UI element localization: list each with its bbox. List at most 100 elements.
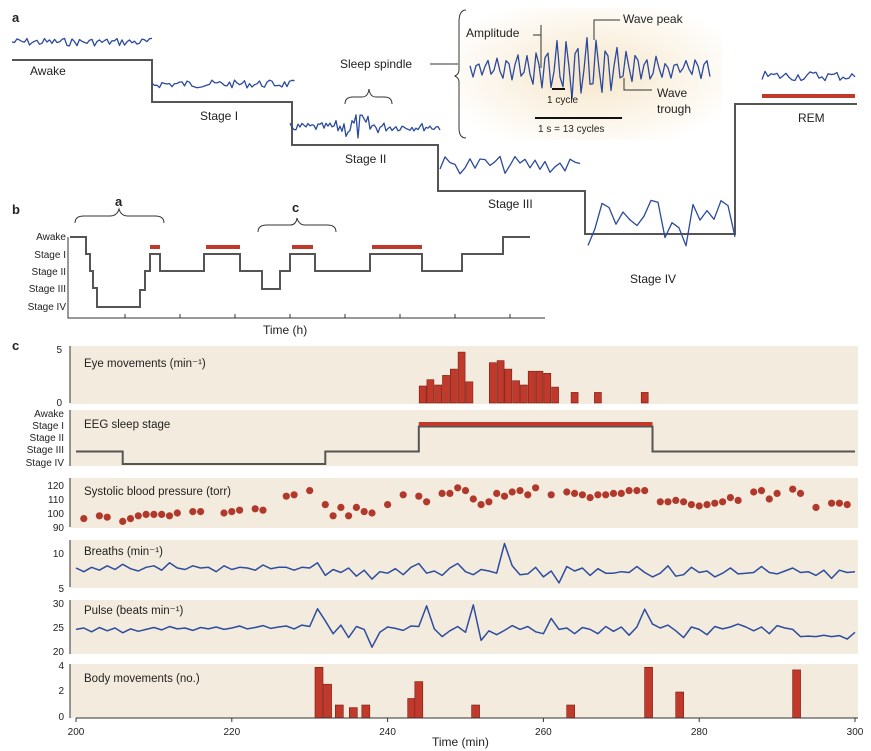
panel-label-c: c [12, 338, 19, 353]
pulse-ytick-30: 30 [53, 599, 65, 610]
panel-c-bg-pulse [70, 600, 858, 654]
body-movement-bar [361, 704, 371, 719]
eeg-trace-stage-1 [151, 79, 295, 89]
inset-amplitude-label: Amplitude [466, 26, 520, 40]
inset-scale-label: 1 s = 13 cycles [538, 124, 604, 135]
inset-one-cycle-label: 1 cycle [547, 95, 579, 106]
blood-pressure-point [368, 509, 376, 517]
stage-label-stage-1: Stage I [200, 109, 238, 123]
blood-pressure-point [617, 489, 625, 497]
eye-movement-bar [640, 392, 649, 404]
panel-b-brace-c-label: c [292, 200, 299, 215]
eye-movement-bar [594, 392, 602, 404]
blood-pressure-point [532, 484, 540, 492]
blood-pressure-point [423, 498, 431, 506]
panel-b-hypnogram [70, 236, 530, 308]
inset-wave-trough-label-2: trough [657, 102, 691, 116]
inset-bracket [453, 9, 467, 139]
eye-movement-bar [527, 370, 536, 404]
blood-pressure-point [119, 517, 127, 526]
blood-pressure-point [415, 492, 423, 500]
bp-ytick-120: 120 [47, 481, 64, 492]
breaths-ytick-5: 5 [58, 584, 64, 595]
body-ytick-4: 4 [58, 661, 64, 672]
xtick-label: 200 [68, 727, 85, 738]
eye-movement-bar [449, 368, 458, 404]
pulse-plot [75, 604, 856, 648]
body-movement-bar [566, 704, 576, 719]
blood-pressure-point [461, 487, 470, 495]
blood-pressure-point [656, 498, 664, 506]
blood-pressure-point [360, 508, 368, 516]
eye-ytick-0: 0 [56, 398, 62, 409]
pulse-ytick-25: 25 [53, 623, 65, 634]
blood-pressure-point [516, 487, 524, 495]
blood-pressure-point [571, 489, 579, 497]
blood-pressure-point [719, 498, 727, 506]
blood-pressure-point [485, 498, 493, 506]
blood-pressure-point [306, 487, 314, 495]
blood-pressure-point [142, 510, 150, 518]
panel-b-ylabel-stage-2: Stage II [32, 267, 66, 278]
blood-pressure-point [578, 491, 587, 499]
bp-ytick-110: 110 [48, 495, 64, 506]
blood-pressure-point [812, 503, 820, 511]
body-movement-bar [414, 681, 424, 719]
panel-b-ylabel-stage-4: Stage IV [28, 302, 67, 313]
eye-movement-bar [426, 379, 435, 404]
body-movement-bar [471, 704, 480, 719]
blood-pressure-point [641, 487, 649, 495]
stage-label-awake: Awake [30, 64, 66, 78]
eeg-trace-rem [761, 70, 856, 82]
eye-movement-bar [520, 384, 528, 404]
eeg-stage-line [76, 425, 855, 465]
panel-b: b a c Awake Stage I Stage II Stage III S… [12, 194, 545, 337]
blood-pressure-point [446, 489, 454, 497]
body-movements-bars [314, 666, 801, 719]
blood-pressure-point [602, 491, 610, 499]
blood-pressure-point [126, 515, 135, 523]
breaths-plot [75, 542, 856, 584]
blood-pressure-point [438, 489, 446, 497]
body-movement-bar [348, 707, 358, 719]
panel-b-xlabel: Time (h) [263, 323, 307, 337]
blood-pressure-point [189, 508, 197, 516]
eye-movement-bar [442, 375, 450, 404]
blood-pressure-point [765, 495, 773, 503]
blood-pressure-point [594, 491, 602, 499]
body-movement-bar [334, 704, 344, 719]
panel-c-bg-bp [70, 478, 858, 528]
blood-pressure-point [563, 488, 571, 496]
panel-c-xlabel: Time (min) [432, 735, 489, 749]
panel-c-title-eeg: EEG sleep stage [84, 419, 170, 431]
xtick-label: 240 [379, 727, 396, 738]
eye-movement-bar [504, 368, 513, 404]
blood-pressure-point [134, 512, 142, 520]
blood-pressure-point [469, 495, 477, 503]
inset-wave-trace [469, 36, 711, 100]
blood-pressure-point [547, 491, 555, 499]
inset-wave-peak-label: Wave peak [623, 12, 684, 26]
xtick-label: 300 [847, 727, 864, 738]
eye-movement-bar [570, 392, 579, 404]
blood-pressure-point [321, 501, 329, 509]
panel-b-xticks [124, 314, 511, 318]
panel-c-title-bp: Systolic blood pressure (torr) [84, 486, 231, 498]
body-ytick-2: 2 [58, 686, 64, 697]
blood-pressure-point [586, 494, 594, 502]
blood-pressure-point [384, 501, 392, 509]
panel-b-brace-a-label: a [115, 194, 123, 209]
blood-pressure-point [80, 515, 88, 523]
xtick-label: 220 [223, 727, 240, 738]
xtick-label: 280 [691, 727, 708, 738]
panel-b-ylabel-stage-3: Stage III [29, 284, 66, 295]
blood-pressure-point [95, 512, 103, 520]
panel-c-title-breaths: Breaths (min⁻¹) [84, 546, 163, 558]
blood-pressure-point [345, 512, 353, 520]
blood-pressure-point [843, 501, 851, 509]
blood-pressure-point [687, 501, 696, 509]
blood-pressure-point [726, 494, 735, 502]
blood-pressure-point [259, 506, 267, 514]
sleep-spindle-brace [344, 88, 393, 105]
